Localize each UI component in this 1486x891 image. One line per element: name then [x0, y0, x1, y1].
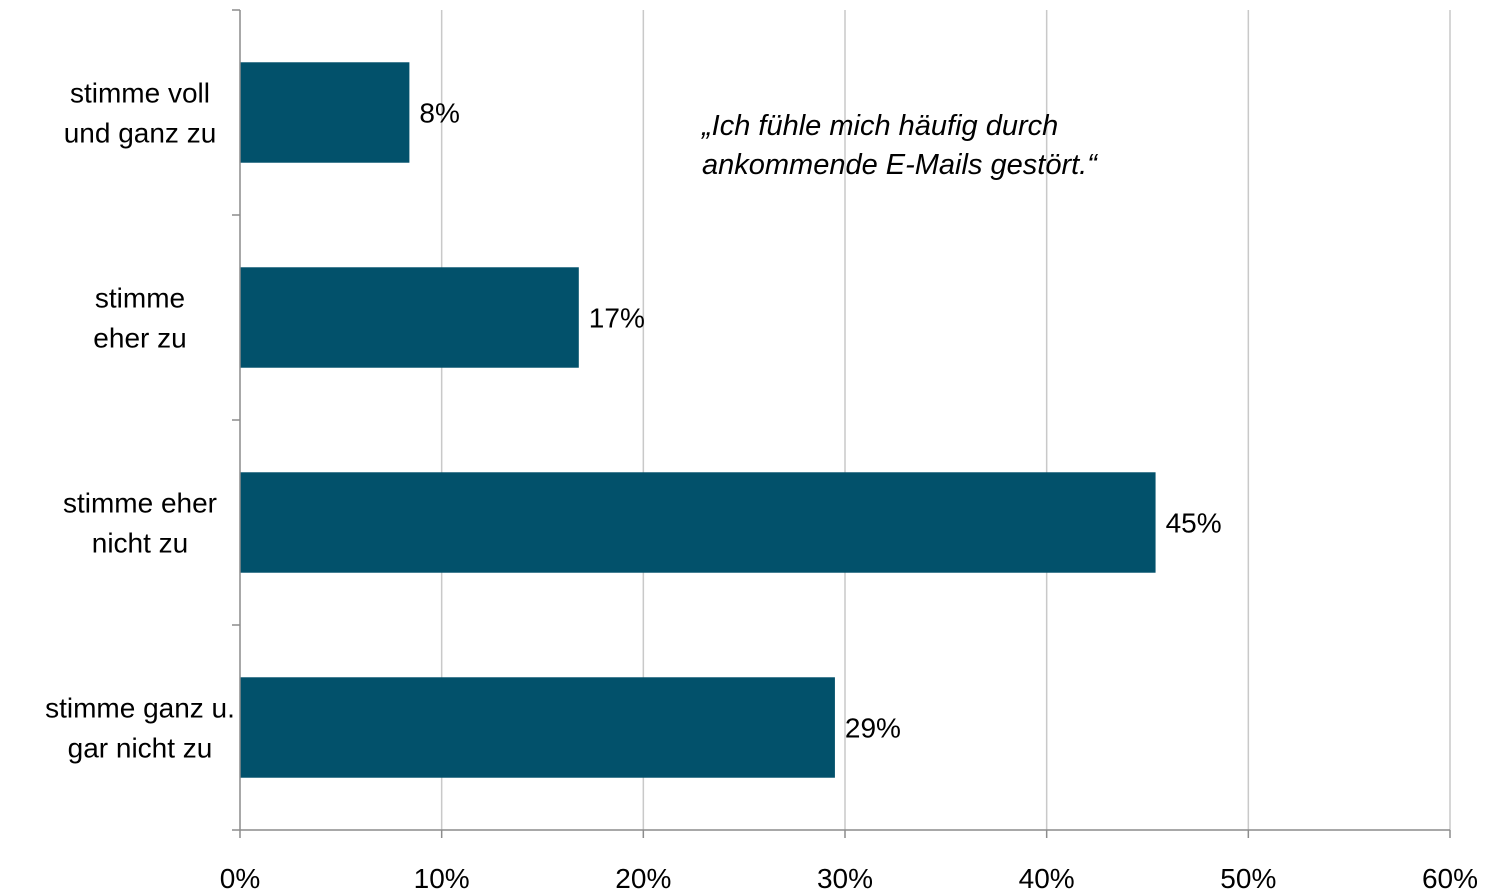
bar	[240, 62, 410, 163]
category-label: stimme ganz u. gar nicht zu	[45, 693, 235, 764]
x-tick-label: 20%	[615, 863, 671, 891]
x-tick-label: 60%	[1422, 863, 1478, 891]
x-tick-label: 30%	[817, 863, 873, 891]
data-label: 29%	[845, 713, 901, 744]
x-tick-label: 10%	[414, 863, 470, 891]
category-label: stimme eher nicht zu	[63, 488, 217, 559]
bars	[240, 62, 1156, 778]
annotation-line-2: ankommende E-Mails gestört.“	[702, 149, 1098, 181]
bar	[240, 677, 835, 778]
category-label: stimme voll und ganz zu	[64, 78, 217, 149]
axes	[232, 9, 1451, 838]
category-label-line: stimme eher	[63, 488, 217, 519]
category-label-line: stimme	[95, 283, 185, 314]
category-label: stimme eher zu	[93, 283, 186, 354]
x-tick-labels: 0% 10% 20% 30% 40% 50% 60%	[220, 863, 1478, 891]
category-label-line: eher zu	[93, 323, 186, 354]
x-tick-label: 0%	[220, 863, 260, 891]
x-tick-label: 40%	[1019, 863, 1075, 891]
category-label-line: stimme ganz u.	[45, 693, 235, 724]
category-label-line: und ganz zu	[64, 118, 217, 149]
data-labels: 8% 17% 45% 29%	[419, 98, 1221, 744]
data-label: 45%	[1166, 508, 1222, 539]
data-label: 17%	[589, 303, 645, 334]
data-label: 8%	[419, 98, 459, 129]
x-tick-label: 50%	[1220, 863, 1276, 891]
bar	[240, 267, 579, 368]
annotation-line-1: „Ich fühle mich häufig durch	[701, 110, 1058, 142]
category-label-line: stimme voll	[70, 78, 210, 109]
category-label-line: gar nicht zu	[68, 733, 213, 764]
chart-annotation: „Ich fühle mich häufig durch ankommende …	[701, 110, 1098, 181]
category-label-line: nicht zu	[92, 528, 189, 559]
bar	[240, 472, 1156, 573]
